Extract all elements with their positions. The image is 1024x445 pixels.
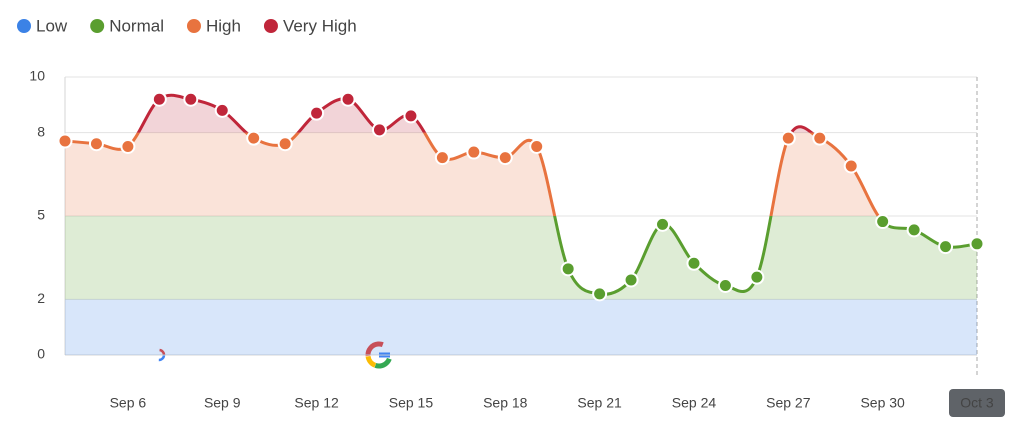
x-tick-label: Sep 27: [766, 395, 811, 411]
x-tick-label: Sep 18: [483, 395, 528, 411]
point: [969, 236, 985, 252]
x-tick-label: Sep 15: [389, 395, 434, 411]
y-tick-label: 8: [37, 123, 45, 139]
point: [57, 133, 73, 149]
point: [151, 91, 167, 107]
point: [623, 272, 639, 288]
x-tick-label: Sep 21: [577, 395, 622, 411]
point: [812, 130, 828, 146]
point: [309, 105, 325, 121]
legend-dot: [17, 19, 31, 33]
point: [277, 136, 293, 152]
point: [843, 158, 859, 174]
y-tick-label: 5: [37, 207, 45, 223]
point: [340, 91, 356, 107]
point: [214, 102, 230, 118]
y-tick-label: 10: [29, 68, 45, 84]
point: [717, 278, 733, 293]
point: [434, 150, 450, 166]
legend-dot: [186, 19, 201, 33]
point: [875, 214, 891, 230]
y-tick-label: 2: [37, 290, 45, 306]
point: [686, 255, 702, 271]
level-area: [65, 216, 977, 300]
legend-label: Low: [36, 16, 68, 35]
point: [592, 286, 608, 302]
point: [403, 108, 419, 124]
point: [749, 269, 765, 285]
point: [466, 144, 482, 160]
legend-dot: [263, 19, 278, 33]
current-date-box: [949, 389, 1005, 417]
legend-label: Normal: [109, 16, 164, 35]
level-area: [65, 299, 977, 355]
point: [906, 222, 922, 238]
legend-dot: [90, 19, 105, 33]
level-area: [65, 132, 879, 217]
point: [497, 150, 513, 166]
x-tick-label: Sep 30: [860, 395, 905, 411]
point: [371, 122, 387, 138]
point: [780, 130, 796, 146]
legend-label: High: [206, 16, 241, 35]
x-tick-label: Sep 6: [110, 395, 147, 411]
y-tick-label: 0: [37, 346, 45, 362]
legend-label: Very High: [283, 16, 357, 35]
point: [246, 130, 262, 146]
x-tick-label: Sep 9: [204, 395, 241, 411]
point: [120, 139, 136, 154]
point: [655, 216, 671, 232]
x-tick-label: Oct 3: [960, 395, 994, 411]
point: [183, 91, 199, 107]
point: [938, 239, 954, 255]
point: [529, 139, 545, 154]
point: [560, 261, 576, 277]
x-tick-label: Sep 24: [672, 395, 717, 411]
point: [88, 136, 104, 152]
x-tick-label: Sep 12: [294, 395, 339, 411]
